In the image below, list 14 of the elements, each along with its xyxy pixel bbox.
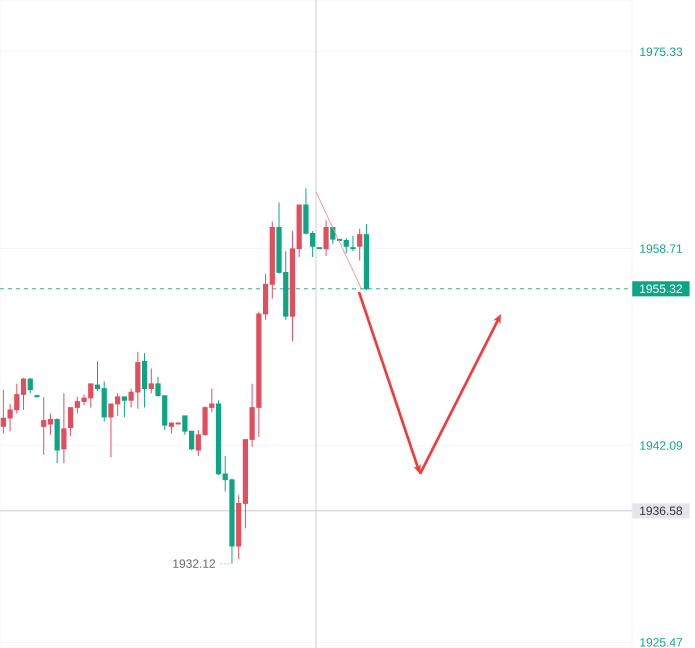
candlestick (148, 368, 154, 394)
y-tick-label: 1942.09 (640, 441, 682, 450)
candlestick (357, 228, 362, 262)
candlestick (323, 220, 329, 256)
y-tick-label: 1975.33 (640, 47, 682, 56)
y-tick-label: 1925.47 (640, 638, 682, 647)
y-tick-label: 1958.71 (640, 244, 682, 253)
candlestick (122, 396, 128, 418)
candlestick (28, 377, 33, 394)
annotation: 1932.12 (173, 559, 216, 568)
candlestick (61, 392, 66, 464)
candlestick (350, 235, 356, 252)
ref-line-label: 1955.32 (640, 284, 682, 294)
ref-line-label: 1936.58 (640, 506, 682, 516)
